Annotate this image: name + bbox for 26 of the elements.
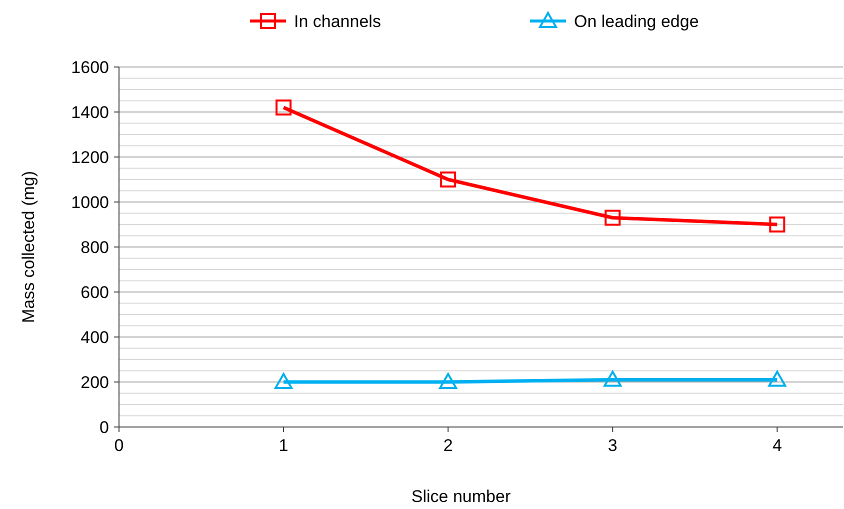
point bbox=[276, 100, 292, 116]
x-tick-label: 1 bbox=[278, 436, 288, 455]
point bbox=[274, 373, 293, 389]
x-tick-label: 4 bbox=[772, 436, 782, 455]
point bbox=[604, 370, 622, 387]
y-tick-label: 1400 bbox=[71, 102, 109, 122]
point bbox=[768, 370, 786, 387]
y-tick-label: 0 bbox=[100, 418, 109, 437]
x-tick-label: 0 bbox=[114, 436, 124, 455]
y-tick-label: 1000 bbox=[71, 192, 109, 212]
legend-label: On leading edge bbox=[574, 12, 699, 31]
point bbox=[439, 373, 458, 389]
y-tick-label: 800 bbox=[80, 238, 109, 257]
y-tick-label: 400 bbox=[80, 328, 109, 347]
y-tick-label: 200 bbox=[80, 372, 109, 392]
y-tick-label: 1600 bbox=[71, 58, 109, 77]
y-tick-label: 1200 bbox=[71, 148, 109, 167]
point bbox=[440, 172, 456, 188]
legend-label: In channels bbox=[294, 12, 381, 31]
point bbox=[769, 216, 786, 232]
y-tick-label: 600 bbox=[80, 282, 109, 302]
x-tick-label: 2 bbox=[443, 436, 453, 455]
y-axis-title: Mass collected (mg) bbox=[19, 170, 38, 324]
x-tick-label: 3 bbox=[608, 436, 618, 455]
point bbox=[604, 210, 621, 226]
x-axis-title: Slice number bbox=[411, 487, 511, 506]
